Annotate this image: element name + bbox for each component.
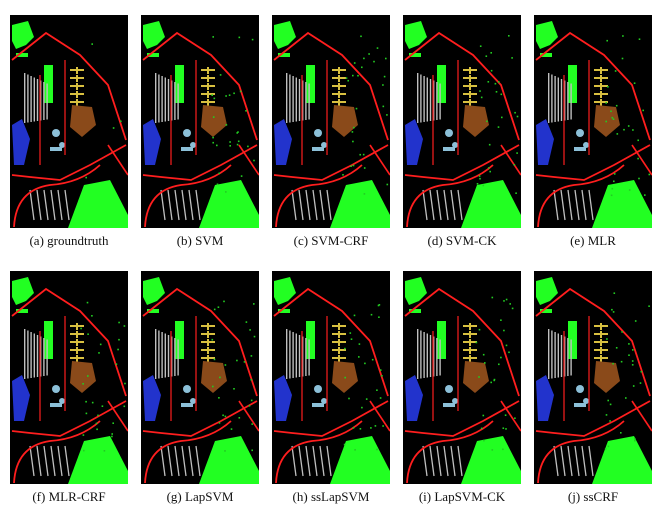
classification-map-panel — [141, 271, 259, 484]
classification-map-image — [10, 15, 128, 228]
classification-map-panel — [10, 15, 128, 228]
classification-map-image — [141, 15, 259, 228]
classification-map-image — [272, 271, 390, 484]
panel-caption: (h) ssLapSVM — [292, 489, 370, 504]
panel-caption: (a) groundtruth — [29, 233, 109, 248]
panel-caption: (d) SVM-CK — [427, 233, 497, 248]
classification-map-image — [403, 15, 521, 228]
classification-map-panel — [534, 15, 652, 228]
classification-map-image — [534, 271, 652, 484]
classification-map-panel — [272, 15, 390, 228]
panel-caption: (g) LapSVM — [166, 489, 234, 504]
classification-map-panel — [272, 271, 390, 484]
classification-map-image — [403, 271, 521, 484]
classification-map-panel — [534, 271, 652, 484]
panel-caption: (c) SVM-CRF — [293, 233, 369, 248]
panel-caption: (j) ssCRF — [567, 489, 619, 504]
panel-caption: (f) MLR-CRF — [32, 489, 106, 504]
classification-map-image — [10, 271, 128, 484]
classification-map-image — [272, 15, 390, 228]
panel-caption: (b) SVM — [176, 233, 224, 248]
classification-map-panel — [403, 15, 521, 228]
classification-map-panel — [141, 15, 259, 228]
panel-caption: (e) MLR — [570, 233, 616, 248]
classification-map-image — [534, 15, 652, 228]
classification-map-panel — [403, 271, 521, 484]
classification-map-panel — [10, 271, 128, 484]
classification-map-image — [141, 271, 259, 484]
panel-caption: (i) LapSVM-CK — [418, 489, 506, 504]
